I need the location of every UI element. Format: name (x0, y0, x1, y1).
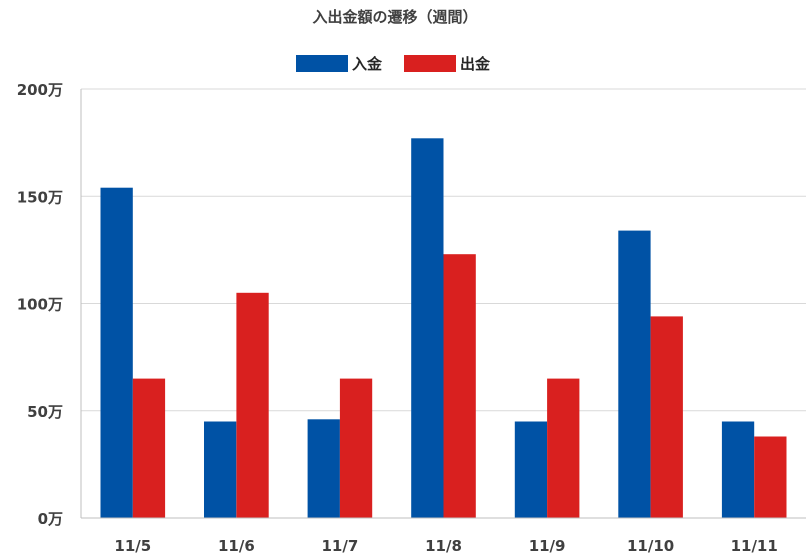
legend-swatch-withdrawal (404, 55, 456, 72)
legend-swatch-deposit (296, 55, 348, 72)
bar-withdrawal (132, 378, 166, 518)
x-tick-label: 11/10 (627, 537, 674, 555)
legend-label-deposit: 入金 (352, 55, 383, 73)
bar-deposit (514, 421, 548, 518)
bar-withdrawal (443, 254, 476, 518)
bar-deposit (618, 230, 651, 518)
chart-title: 入出金額の遷移（週間） (312, 8, 477, 26)
bar-withdrawal (754, 436, 787, 518)
bar-withdrawal (236, 292, 269, 518)
bar-withdrawal (547, 378, 580, 518)
legend-label-withdrawal: 出金 (460, 55, 491, 73)
y-tick-label: 150万 (17, 188, 63, 206)
bar-deposit (307, 419, 340, 518)
x-tick-label: 11/8 (425, 537, 462, 555)
bar-deposit (411, 138, 444, 519)
bar-deposit (100, 187, 133, 518)
bar-withdrawal (339, 378, 373, 518)
y-tick-label: 200万 (17, 81, 63, 99)
y-tick-label: 100万 (17, 296, 63, 314)
bar-deposit (204, 421, 237, 518)
legend: 入金 出金 (296, 55, 491, 73)
bar-withdrawal (650, 316, 683, 518)
y-axis-ticks: 0万 50万 100万 150万 200万 (17, 81, 63, 528)
x-axis-ticks: 11/5 11/6 11/7 11/8 11/9 11/10 11/11 (114, 537, 777, 555)
x-tick-label: 11/7 (322, 537, 359, 555)
y-tick-label: 0万 (38, 510, 63, 528)
bars (100, 138, 787, 519)
x-tick-label: 11/6 (218, 537, 255, 555)
y-tick-label: 50万 (27, 403, 63, 421)
bar-deposit (721, 421, 755, 518)
x-tick-label: 11/11 (731, 537, 778, 555)
x-tick-label: 11/5 (114, 537, 151, 555)
x-tick-label: 11/9 (529, 537, 566, 555)
